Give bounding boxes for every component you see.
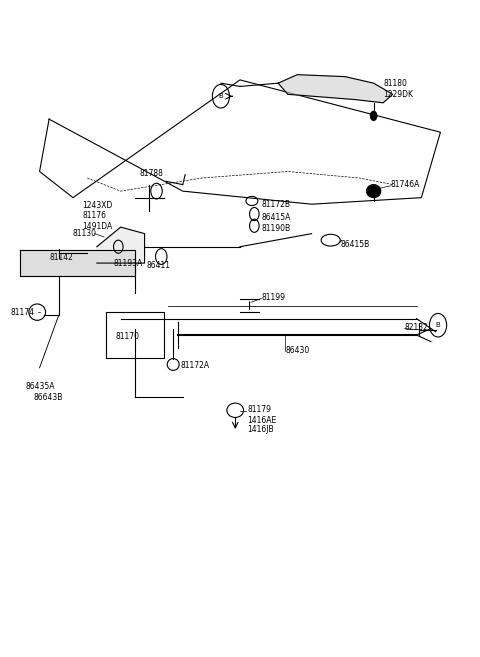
Text: 81174: 81174 bbox=[11, 307, 35, 317]
Text: 81180: 81180 bbox=[383, 79, 407, 87]
Text: 1416AE: 1416AE bbox=[247, 416, 276, 424]
Text: 81190B: 81190B bbox=[262, 224, 290, 233]
Text: 81788: 81788 bbox=[140, 169, 164, 178]
Text: B: B bbox=[218, 93, 223, 99]
Text: 81746A: 81746A bbox=[390, 180, 420, 189]
Text: 1229DK: 1229DK bbox=[383, 90, 413, 99]
Ellipse shape bbox=[366, 185, 381, 198]
Text: 86430: 86430 bbox=[285, 346, 310, 355]
Text: 1416JB: 1416JB bbox=[247, 424, 274, 434]
Text: 81172B: 81172B bbox=[262, 200, 290, 209]
Text: 81176: 81176 bbox=[83, 212, 107, 221]
Text: 81193A: 81193A bbox=[114, 259, 143, 267]
Text: 81170: 81170 bbox=[116, 332, 140, 341]
Text: 1243XD: 1243XD bbox=[83, 201, 113, 210]
Text: 1491DA: 1491DA bbox=[83, 222, 113, 231]
Text: 81172A: 81172A bbox=[180, 361, 209, 371]
Text: 86435A: 86435A bbox=[25, 382, 55, 390]
Text: 86415B: 86415B bbox=[340, 240, 370, 249]
Text: 81199: 81199 bbox=[262, 292, 286, 302]
Text: 86415A: 86415A bbox=[262, 214, 291, 223]
Text: 81130: 81130 bbox=[72, 229, 96, 238]
Text: 86411: 86411 bbox=[147, 261, 171, 269]
Text: 81142: 81142 bbox=[49, 254, 73, 262]
Text: 81179: 81179 bbox=[247, 405, 271, 414]
Circle shape bbox=[370, 110, 377, 121]
Text: 82132: 82132 bbox=[405, 323, 429, 332]
Text: B: B bbox=[436, 322, 441, 328]
Polygon shape bbox=[278, 75, 393, 102]
Bar bbox=[107, 312, 164, 358]
Polygon shape bbox=[97, 227, 144, 263]
Text: 86643B: 86643B bbox=[34, 393, 63, 401]
